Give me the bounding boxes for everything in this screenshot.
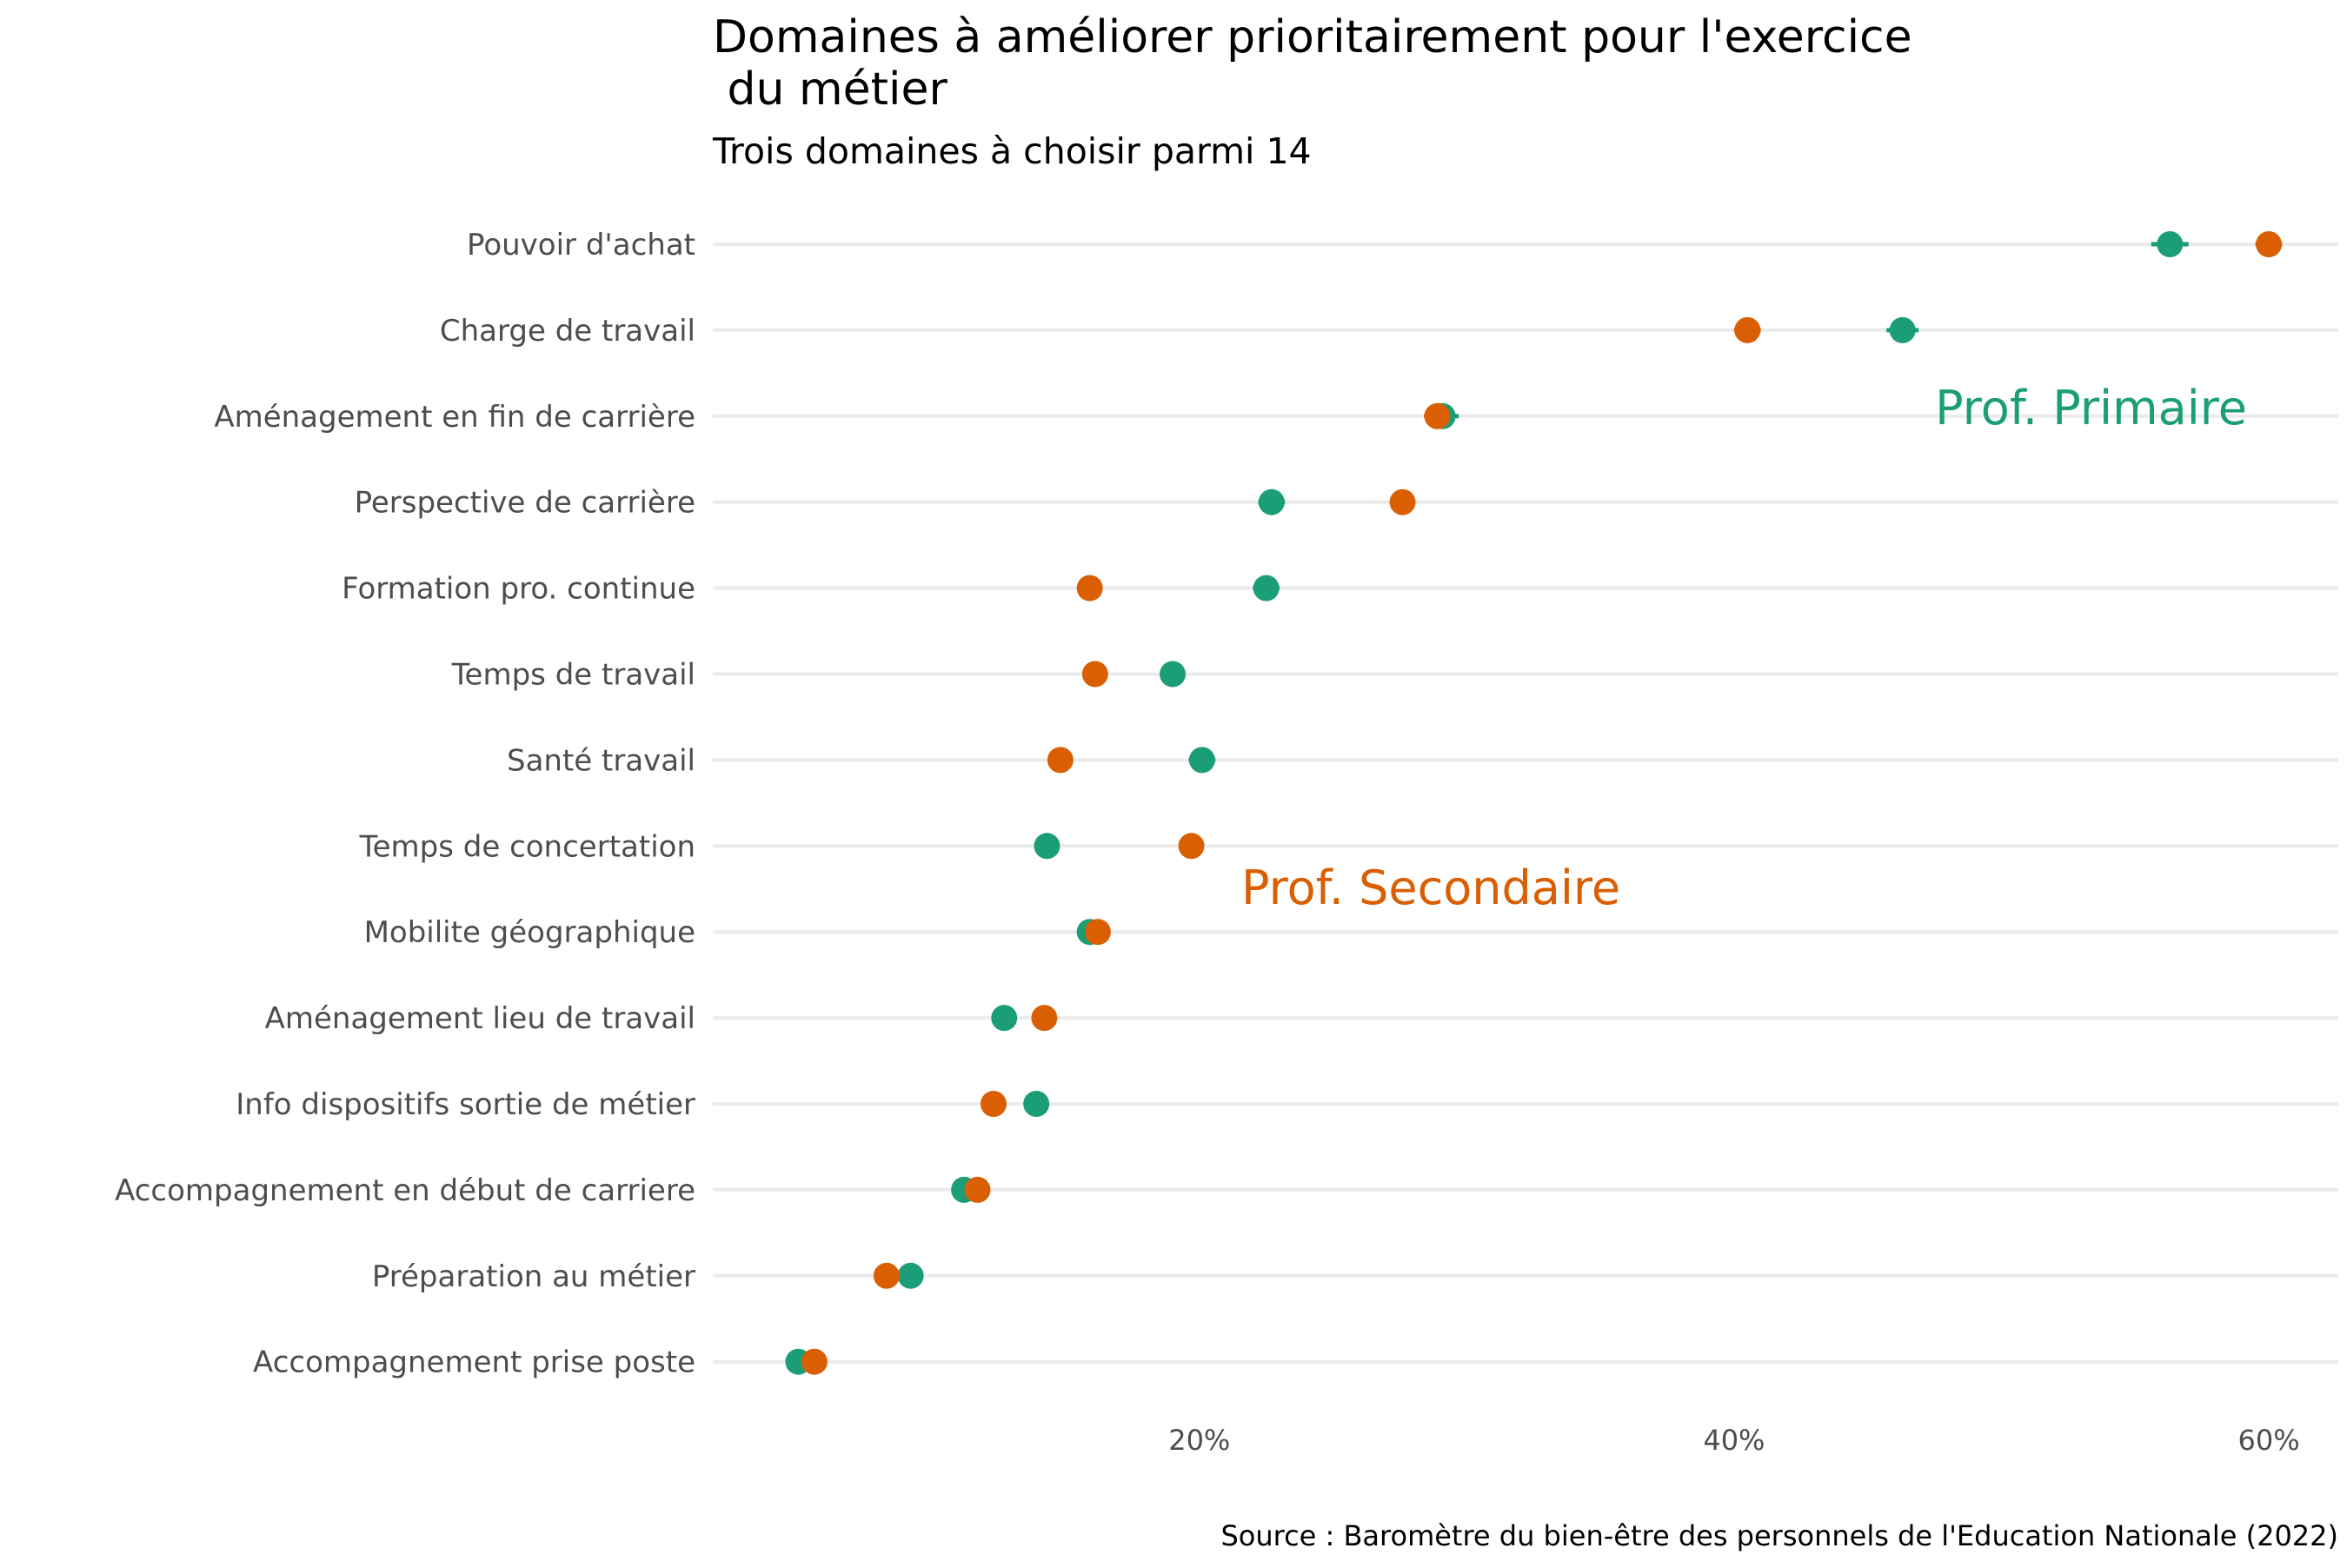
category-label: Perspective de carrière <box>355 486 695 521</box>
data-point <box>980 1091 1007 1117</box>
data-point <box>1389 488 1416 515</box>
data-point <box>1076 575 1103 601</box>
data-point <box>991 1005 1018 1032</box>
x-tick-label: 40% <box>1703 1424 1765 1457</box>
chart-title-line-2: du métier <box>713 63 947 116</box>
category-label: Temps de travail <box>451 658 695 693</box>
data-point <box>1023 1091 1050 1117</box>
data-point <box>1188 747 1215 774</box>
data-point <box>2256 231 2283 257</box>
data-point <box>1034 833 1060 860</box>
data-point <box>1253 575 1280 601</box>
category-label: Mobilite géographique <box>364 915 695 950</box>
data-point <box>1424 402 1451 429</box>
category-label: Accompagnement en début de carriere <box>115 1173 695 1208</box>
data-point <box>1258 488 1285 515</box>
chart-title-line-1: Domaines à améliorer prioritairement pou… <box>713 11 1912 63</box>
x-axis-ticks: 20% 40% 60% <box>1168 1424 2299 1457</box>
data-point <box>1160 661 1187 688</box>
data-point <box>964 1176 991 1203</box>
chart-subtitle: Trois domaines à choisir parmi 14 <box>712 130 1312 172</box>
category-label: Aménagement lieu de travail <box>265 1001 695 1036</box>
category-label: Charge de travail <box>440 314 695 349</box>
chart-caption: Source : Baromètre du bien-être des pers… <box>1220 1519 2338 1552</box>
annotation-prof-secondaire: Prof. Secondaire <box>1241 860 1620 915</box>
annotation-prof-primaire: Prof. Primaire <box>1935 381 2247 435</box>
category-label: Aménagement en fin de carrière <box>214 400 695 435</box>
data-point <box>1084 919 1111 946</box>
data-point <box>2157 231 2184 257</box>
data-point <box>1734 316 1761 343</box>
category-label: Info dispositifs sortie de métier <box>236 1087 695 1122</box>
category-label: Formation pro. continue <box>342 572 695 607</box>
x-tick-label: 20% <box>1168 1424 1230 1457</box>
data-point <box>1178 833 1205 860</box>
x-tick-label: 60% <box>2237 1424 2299 1457</box>
data-points <box>785 231 2283 1375</box>
category-label: Santé travail <box>507 743 695 778</box>
data-point <box>1081 661 1108 688</box>
data-point <box>897 1262 924 1289</box>
category-label: Pouvoir d'achat <box>467 228 695 262</box>
category-label: Préparation au métier <box>372 1259 695 1294</box>
data-point <box>1889 316 1916 343</box>
data-point <box>873 1262 900 1289</box>
category-label: Accompagnement prise poste <box>253 1345 695 1380</box>
data-point <box>1031 1005 1058 1032</box>
data-point <box>1047 747 1074 774</box>
category-labels: Pouvoir d'achat Charge de travail Aménagem… <box>115 228 695 1380</box>
category-label: Temps de concertation <box>359 829 695 864</box>
data-point <box>801 1348 828 1375</box>
